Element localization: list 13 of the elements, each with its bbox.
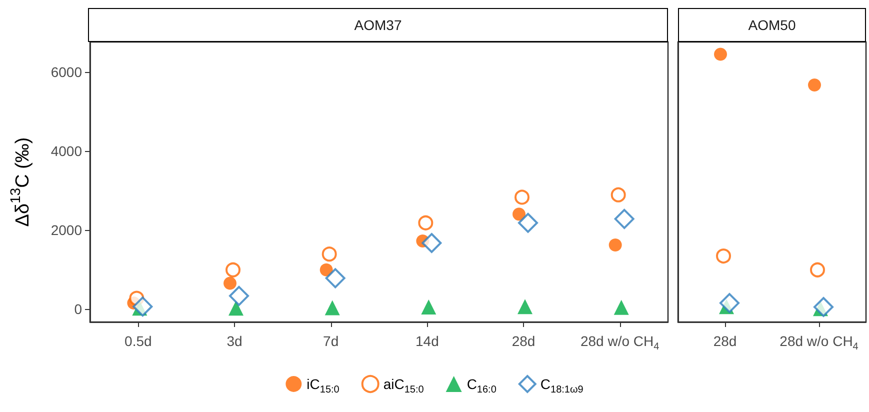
y-tick-label: 0 (74, 300, 82, 317)
chart-title: AOM37 (88, 8, 668, 42)
y-tick-label: 4000 (50, 143, 82, 159)
x-tick-label: 0.5d (124, 333, 152, 349)
y-tick-label: 2000 (50, 222, 82, 238)
y-axis-title: Δδ13C (‰) (7, 137, 34, 227)
x-tick-label: 14d (415, 333, 439, 349)
x-tick-label: 28d (512, 333, 536, 349)
chart-title: AOM50 (678, 8, 866, 42)
x-tick-label: 7d (323, 333, 339, 349)
x-tick-label: 28d (713, 333, 737, 349)
y-tick-label: 6000 (50, 64, 82, 80)
x-tick-label: 3d (226, 333, 242, 349)
